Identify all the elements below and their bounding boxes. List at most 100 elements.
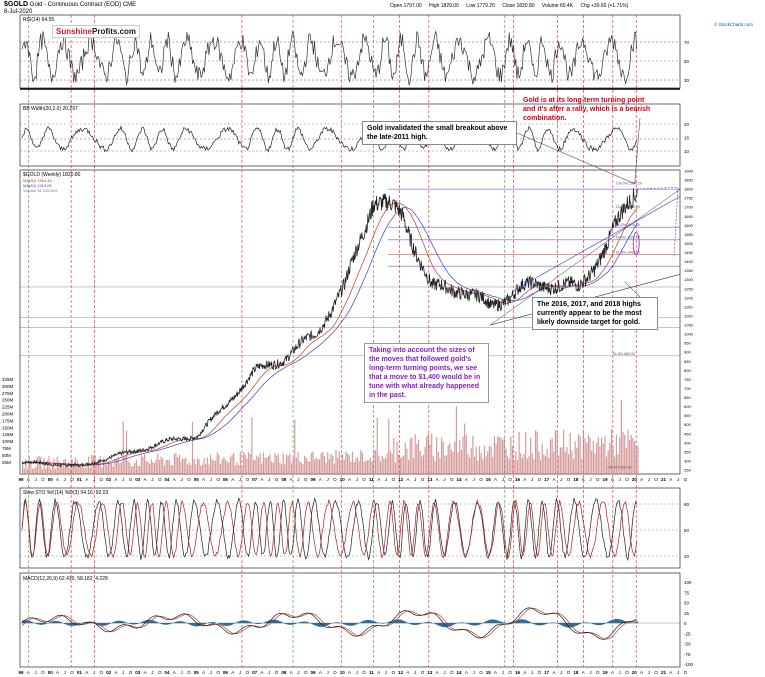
ohlc-change: Chg +30.60 (+1.71%)	[580, 3, 629, 9]
volume-bar	[383, 458, 385, 474]
xaxis-bottom-37: A	[290, 670, 293, 675]
volume-bar	[508, 458, 510, 474]
macd-hist-bar	[112, 622, 114, 624]
volume-bar	[97, 459, 100, 474]
volume-bar	[116, 459, 118, 474]
xaxis-top-84: 20	[632, 477, 638, 482]
macd-hist-bar	[369, 620, 371, 624]
volume-bar	[277, 454, 279, 474]
macd-hist-bar	[336, 622, 338, 624]
volume-bar	[99, 456, 101, 474]
macd-hist-bar	[417, 623, 420, 625]
macd-hist-bar	[575, 623, 577, 626]
volume-bar	[536, 431, 538, 474]
volume-bar	[445, 455, 448, 474]
volume-bar	[200, 465, 202, 474]
volume-bar	[309, 461, 311, 474]
ma-blue-line	[21, 207, 638, 466]
volume-bar	[51, 466, 53, 474]
xaxis-top-81: A	[611, 477, 614, 482]
price-tick-31: 350	[684, 449, 691, 454]
macd-hist-bar	[237, 621, 239, 624]
macd-hist-bar	[370, 620, 372, 624]
volume-bar	[111, 463, 113, 474]
macd-hist-bar	[416, 623, 419, 625]
volume-bar	[487, 451, 489, 474]
xaxis-top-51: O	[392, 477, 396, 482]
volume-bar	[155, 459, 157, 474]
volume-bar	[104, 464, 106, 474]
price-tick-6: 1600	[684, 223, 694, 228]
macd-hist-bar	[321, 623, 323, 627]
macd-tick-5: -25	[684, 631, 691, 636]
macd-hist-bar	[267, 620, 269, 624]
macd-hist-bar	[303, 621, 305, 624]
macd-hist-bar	[472, 623, 475, 626]
macd-hist-bar	[490, 619, 492, 624]
macd-hist-bar	[180, 621, 182, 624]
volume-bar	[544, 456, 547, 474]
volume-bar	[561, 447, 563, 474]
xaxis-bottom-32: 07	[252, 670, 258, 675]
macd-hist-bar	[304, 621, 306, 624]
macd-hist-bar	[166, 623, 168, 625]
volume-bar	[424, 447, 426, 474]
macd-hist-bar	[400, 619, 402, 624]
macd-hist-bar	[576, 623, 578, 626]
volume-bar	[394, 462, 396, 474]
xaxis-bottom-75: O	[567, 670, 571, 675]
macd-hist-bar	[329, 623, 332, 624]
xaxis-top-9: A	[85, 477, 88, 482]
xaxis-top-86: J	[648, 477, 650, 482]
volume-bar	[114, 458, 116, 474]
macd-hist-bar	[630, 622, 632, 624]
price-tick-15: 1150	[684, 304, 693, 309]
volume-bar	[323, 455, 326, 474]
macd-hist-bar	[202, 623, 204, 625]
macd-hist-bar	[544, 623, 546, 625]
macd-hist-bar	[295, 623, 298, 624]
volume-bar	[472, 435, 474, 474]
volume-bar	[505, 448, 507, 474]
ohlc-readout: Open 1797.00 High 1829.00 Low 1779.20 Cl…	[390, 3, 634, 9]
xaxis-bottom-53: A	[406, 670, 409, 675]
xaxis-bottom-71: O	[538, 670, 542, 675]
xaxis-bottom-21: A	[173, 670, 176, 675]
volume-bar	[261, 463, 263, 474]
price-tick-32: 300	[684, 458, 691, 463]
bbw-tick-0: 20	[684, 122, 690, 127]
xaxis-bottom-54: J	[414, 670, 416, 675]
macd-hist-bar	[399, 619, 401, 624]
macd-hist-bar	[52, 621, 55, 624]
fib-label-4: 100.0% 1820.20	[616, 181, 642, 185]
fib-label-0: 61.8% 1440.00	[616, 250, 640, 254]
macd-hist-bar	[313, 623, 315, 625]
macd-hist-bar	[364, 620, 366, 624]
xaxis-top-19: O	[158, 477, 162, 482]
macd-hist-bar	[557, 623, 559, 624]
volume-bar	[282, 453, 284, 474]
volume-bar	[437, 452, 439, 474]
macd-hist-bar	[395, 619, 398, 624]
xaxis-top-3: O	[41, 477, 45, 482]
macd-hist-bar	[278, 620, 280, 624]
macd-hist-bar	[260, 623, 262, 624]
xaxis-bottom-2: J	[34, 670, 36, 675]
macd-hist-bar	[489, 619, 491, 624]
volume-bar	[53, 458, 55, 474]
macd-hist-bar	[470, 623, 472, 626]
volume-bar	[266, 457, 268, 474]
volume-bar	[214, 460, 217, 474]
macd-hist-bar	[517, 619, 520, 624]
macd-hist-bar	[39, 623, 41, 625]
volume-bar	[510, 436, 512, 474]
macd-hist-bar	[406, 622, 409, 624]
xaxis-bottom-91: O	[684, 670, 688, 675]
volume-bar	[54, 468, 57, 474]
xaxis-top-47: O	[362, 477, 366, 482]
macd-hist-bar	[249, 621, 251, 624]
symbol-desc: Gold - Continuous Contract (EOD) CME	[29, 2, 137, 8]
price-tick-26: 600	[684, 404, 691, 409]
macd-hist-bar	[428, 622, 431, 624]
macd-hist-bar	[360, 621, 363, 624]
